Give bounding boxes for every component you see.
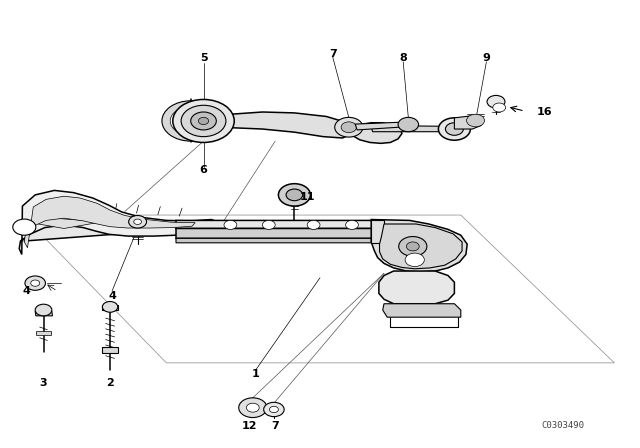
Polygon shape <box>102 305 118 310</box>
Circle shape <box>25 276 45 290</box>
Circle shape <box>181 105 226 137</box>
Text: 7: 7 <box>329 49 337 59</box>
Circle shape <box>335 117 363 137</box>
Polygon shape <box>241 398 265 418</box>
Circle shape <box>162 101 220 141</box>
Circle shape <box>438 118 470 140</box>
Circle shape <box>278 184 310 206</box>
Polygon shape <box>24 213 179 241</box>
Polygon shape <box>383 304 461 317</box>
Text: 4: 4 <box>108 291 116 301</box>
Text: 16: 16 <box>536 107 552 117</box>
Text: 12: 12 <box>242 422 257 431</box>
Circle shape <box>346 220 358 229</box>
Text: 4: 4 <box>23 286 31 296</box>
Circle shape <box>170 107 211 135</box>
Circle shape <box>406 242 419 251</box>
Polygon shape <box>380 224 462 269</box>
Text: 5: 5 <box>200 53 207 63</box>
Polygon shape <box>176 220 397 232</box>
Polygon shape <box>278 185 310 205</box>
Circle shape <box>13 219 36 235</box>
Circle shape <box>246 403 259 412</box>
Circle shape <box>398 117 419 132</box>
Circle shape <box>286 189 303 201</box>
Circle shape <box>269 406 278 413</box>
Circle shape <box>31 280 40 286</box>
Polygon shape <box>349 123 402 143</box>
Polygon shape <box>24 196 195 248</box>
Text: 2: 2 <box>106 378 114 388</box>
Polygon shape <box>371 220 384 243</box>
Text: 6: 6 <box>200 165 207 175</box>
Circle shape <box>35 304 52 316</box>
Circle shape <box>262 220 275 229</box>
Circle shape <box>399 237 427 256</box>
Circle shape <box>307 220 320 229</box>
Circle shape <box>405 253 424 267</box>
Circle shape <box>134 219 141 224</box>
Polygon shape <box>19 190 218 254</box>
Text: 11: 11 <box>300 192 315 202</box>
Polygon shape <box>38 217 102 228</box>
Circle shape <box>493 103 506 112</box>
Polygon shape <box>35 311 52 316</box>
Polygon shape <box>22 215 614 363</box>
Text: C0303490: C0303490 <box>541 421 585 430</box>
Text: 1: 1 <box>252 369 260 379</box>
Text: 3: 3 <box>40 378 47 388</box>
Circle shape <box>467 114 484 127</box>
Circle shape <box>487 95 505 108</box>
Circle shape <box>264 402 284 417</box>
Text: 9: 9 <box>483 53 490 63</box>
Circle shape <box>239 398 267 418</box>
Polygon shape <box>176 238 397 246</box>
Circle shape <box>224 220 237 229</box>
Circle shape <box>173 99 234 142</box>
Circle shape <box>191 112 216 130</box>
Text: 8: 8 <box>399 53 407 63</box>
Polygon shape <box>371 220 467 272</box>
Polygon shape <box>454 116 481 129</box>
Polygon shape <box>379 271 454 304</box>
Circle shape <box>129 215 147 228</box>
Polygon shape <box>36 331 51 335</box>
Polygon shape <box>371 125 451 132</box>
Circle shape <box>445 123 463 135</box>
Polygon shape <box>204 112 355 138</box>
Polygon shape <box>176 228 397 242</box>
Polygon shape <box>355 122 413 130</box>
Circle shape <box>102 302 118 312</box>
Polygon shape <box>102 347 118 353</box>
Text: 7: 7 <box>271 422 279 431</box>
Circle shape <box>198 117 209 125</box>
Circle shape <box>341 122 356 133</box>
